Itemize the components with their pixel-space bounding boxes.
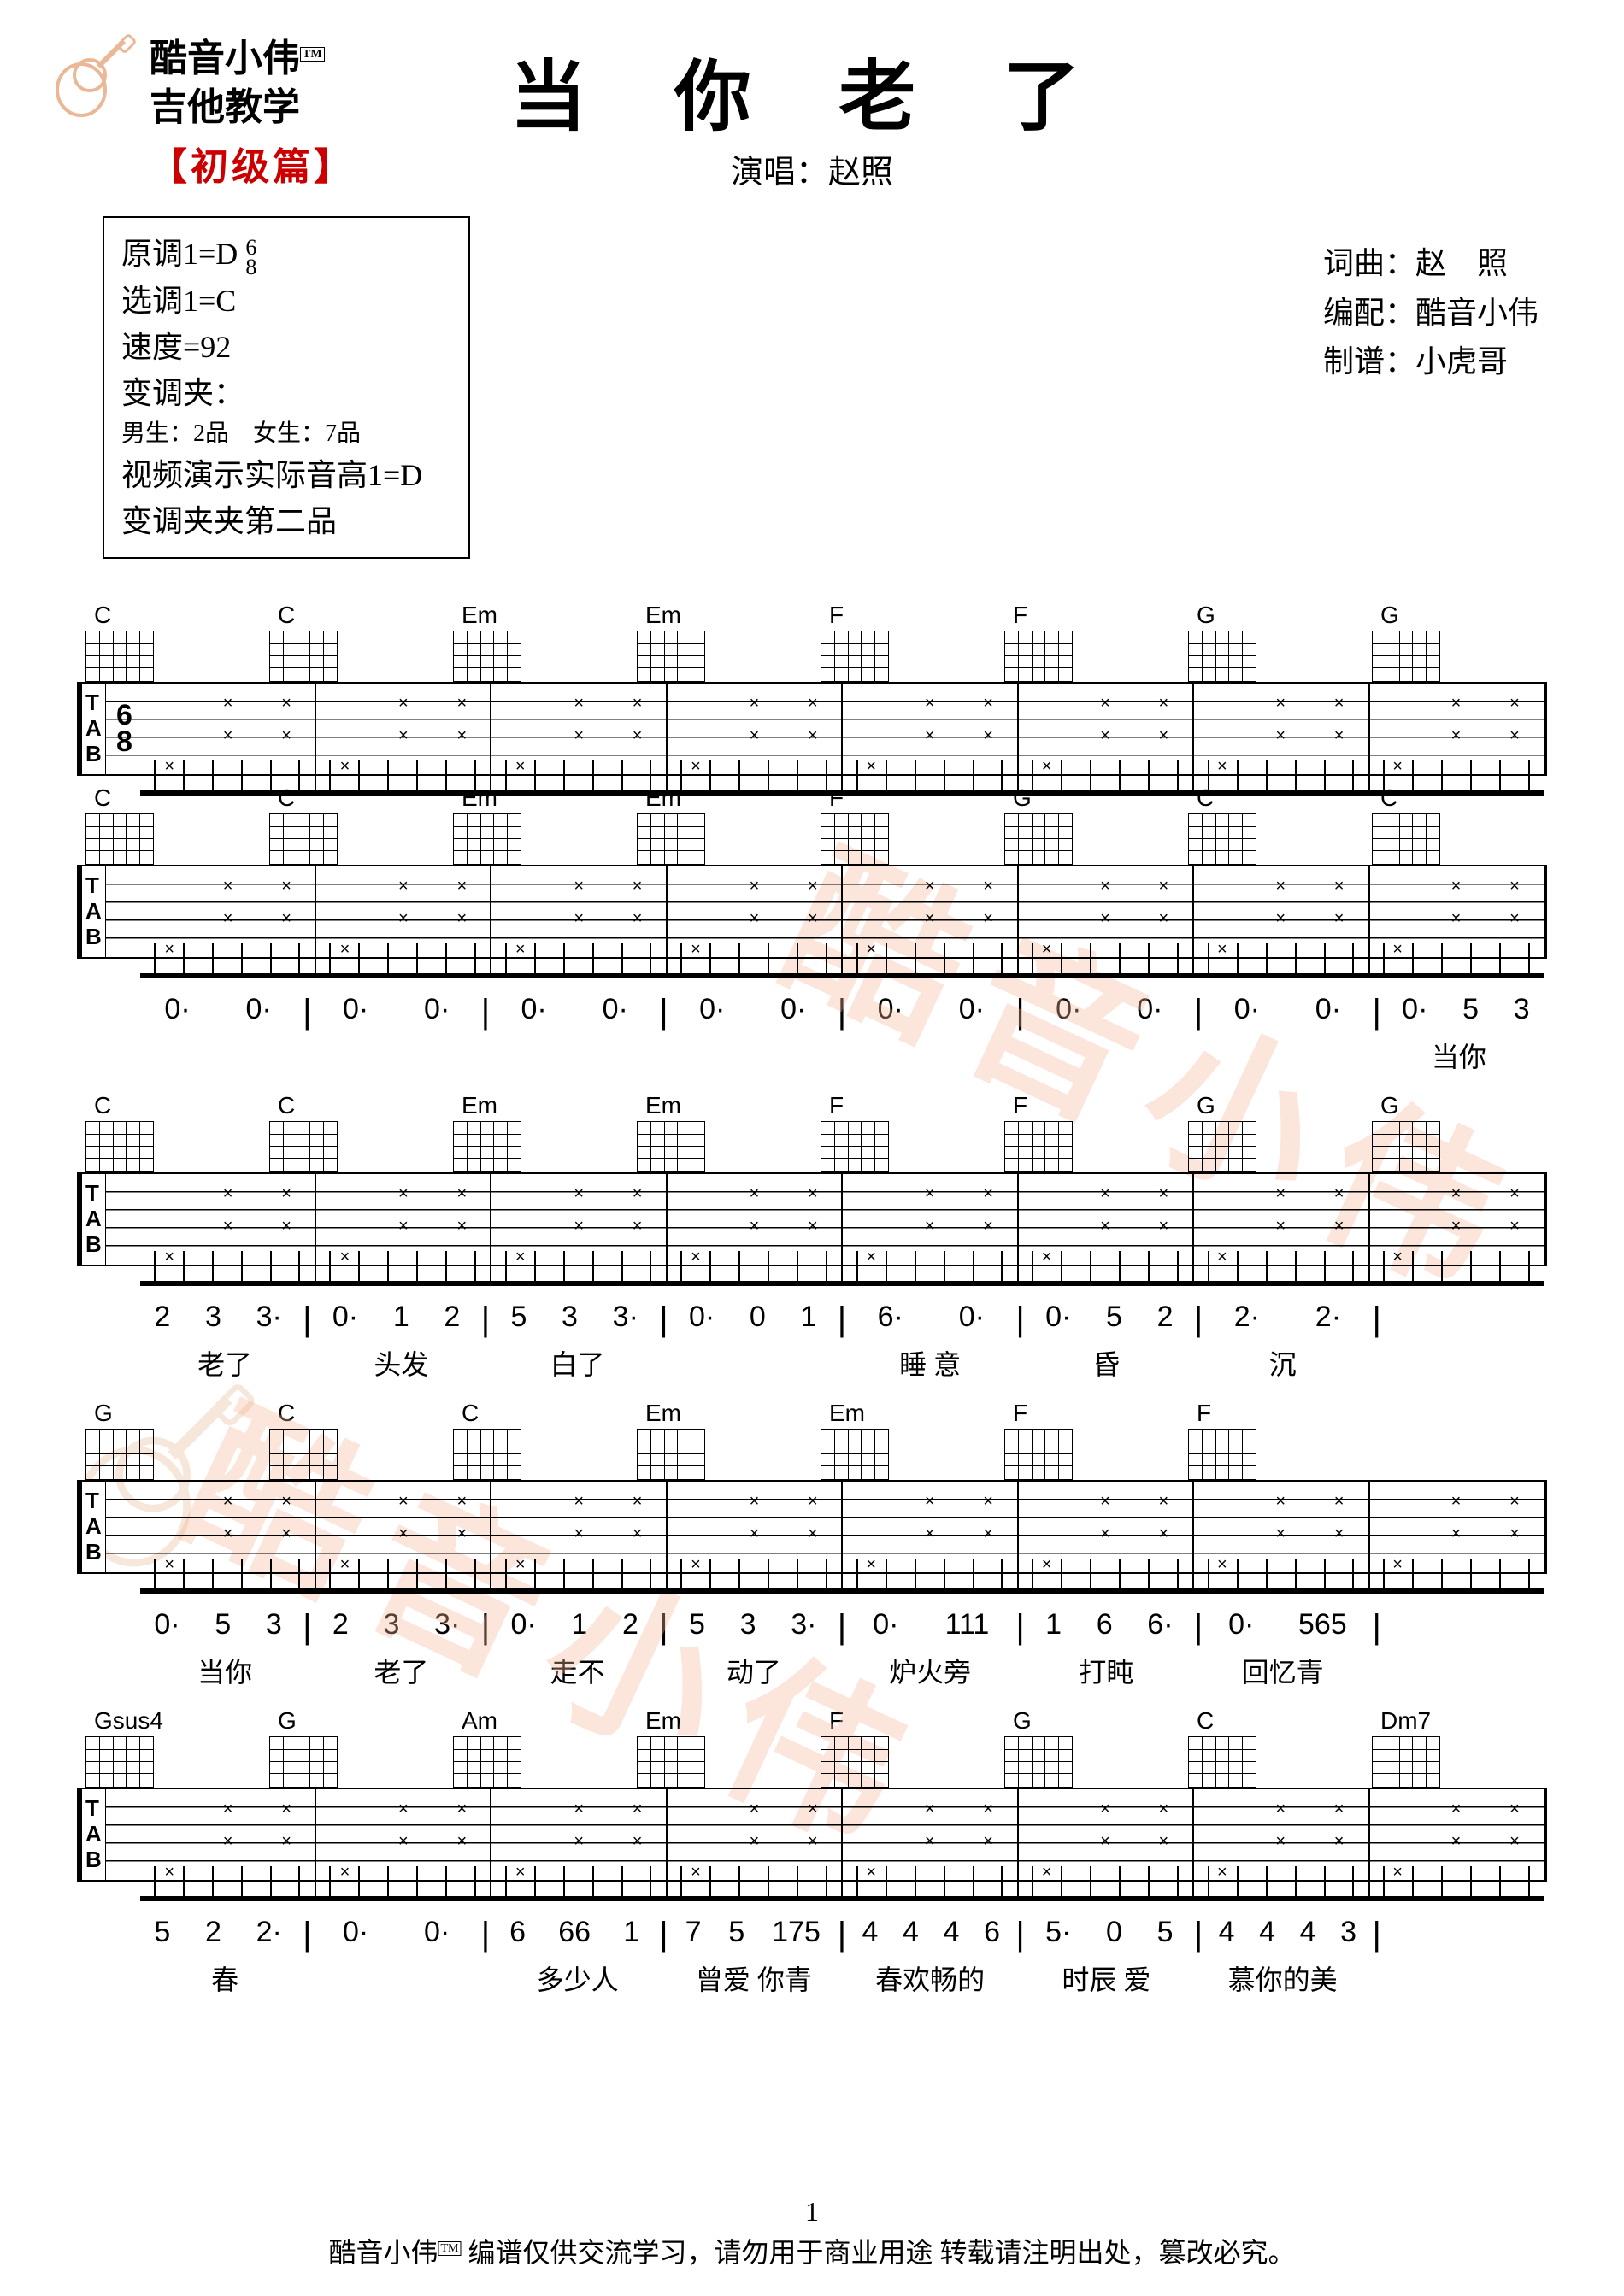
lyric-row: 当你老了走不动了炉火旁打盹回忆青 <box>77 1651 1547 1707</box>
tab-staff: TAB×××××××××××××××××××××××××××××××××××××… <box>77 1788 1547 1882</box>
chord-cell: Em <box>628 1092 812 1172</box>
chord-cell: Em <box>628 1707 812 1788</box>
lyric-row: 老了头发白了睡 意昏沉 <box>77 1343 1547 1400</box>
tab-staff: TAB×××××××××××××××××××××××××××××××××××××… <box>77 1480 1547 1574</box>
chord-cell: F <box>1180 1400 1363 1480</box>
chord-cell: Em <box>628 602 812 682</box>
chord-cell: C <box>1363 784 1547 865</box>
performer: 演唱：赵照 <box>731 145 893 192</box>
chord-cell: Em <box>444 602 628 682</box>
chord-cell: G <box>1180 602 1363 682</box>
tab-system: CCEmEmFGCCTAB×××××××××××××××××××××××××××… <box>77 784 1547 959</box>
guitar-logo-icon <box>51 34 137 120</box>
chord-cell: Em <box>812 1400 996 1480</box>
brand-line2: 吉他教学 <box>150 83 355 132</box>
chord-cell: Gsus4 <box>77 1707 261 1788</box>
chord-cell: C <box>261 1400 444 1480</box>
chord-cell: G <box>1363 1092 1547 1172</box>
lyric-row: 春多少人曾爱 你青春欢畅的时辰 爱慕你的美 <box>77 1958 1547 2015</box>
chord-cell: Dm7 <box>1363 1707 1547 1788</box>
chord-cell: Em <box>628 1400 812 1480</box>
chord-cell: C <box>261 784 444 865</box>
chord-cell: F <box>996 602 1180 682</box>
chord-cell: G <box>1180 1092 1363 1172</box>
tab-staff: TAB×××××××××××××××××××××××××××××××××××××… <box>77 1172 1547 1266</box>
tab-system: CCEmEmFFGGTAB68×××××××××××××××××××××××××… <box>77 602 1547 776</box>
chord-cell: F <box>812 1092 996 1172</box>
page-number: 1 <box>805 2196 819 2228</box>
chord-cell: C <box>77 784 261 865</box>
song-title: 当 你 老 了 <box>509 34 1115 145</box>
level-tag: 【初级篇】 <box>150 136 355 191</box>
tab-system: Gsus4GAmEmFGCDm7TAB×××××××××××××××××××××… <box>77 1707 1547 1882</box>
chord-cell: C <box>261 602 444 682</box>
chord-cell <box>1363 1400 1547 1480</box>
info-box: 原调1=D 68 选调1=C 速度=92 变调夹： 男生：2品 女生：7品 视频… <box>103 216 470 558</box>
chord-cell: Am <box>444 1707 628 1788</box>
chord-cell: C <box>77 602 261 682</box>
credits: 词曲：赵照 编配：酷音小伟 制谱：小虎哥 <box>1323 239 1539 387</box>
chord-cell: C <box>261 1092 444 1172</box>
chord-cell: F <box>996 1092 1180 1172</box>
chord-cell: F <box>812 602 996 682</box>
brand-line1: 酷音小伟TM <box>150 34 355 83</box>
chord-cell: F <box>812 1707 996 1788</box>
lyric-row: 当你 <box>77 1036 1547 1092</box>
chord-cell: F <box>812 784 996 865</box>
chord-cell: Em <box>628 784 812 865</box>
chord-cell: Em <box>444 1092 628 1172</box>
chord-cell: C <box>444 1400 628 1480</box>
chord-cell: G <box>261 1707 444 1788</box>
chord-cell: Em <box>444 784 628 865</box>
tab-system: GCCEmEmFFTAB××××××××××××××××××××××××××××… <box>77 1400 1547 1574</box>
chord-cell: C <box>1180 784 1363 865</box>
tab-staff: TAB68×××××××××××××××××××××××××××××××××××… <box>77 682 1547 776</box>
footer-text: 酷音小伟TM 编谱仅供交流学习，请勿用于商业用途 转载请注明出处，篡改必究。 <box>328 2231 1295 2270</box>
chord-cell: F <box>996 1400 1180 1480</box>
chord-cell: C <box>1180 1707 1363 1788</box>
chord-cell: G <box>1363 602 1547 682</box>
chord-cell: G <box>996 1707 1180 1788</box>
tab-staff: TAB×××××××××××××××××××××××××××××××××××××… <box>77 865 1547 959</box>
tab-system: CCEmEmFFGGTAB×××××××××××××××××××××××××××… <box>77 1092 1547 1266</box>
chord-cell: C <box>77 1092 261 1172</box>
chord-cell: G <box>996 784 1180 865</box>
